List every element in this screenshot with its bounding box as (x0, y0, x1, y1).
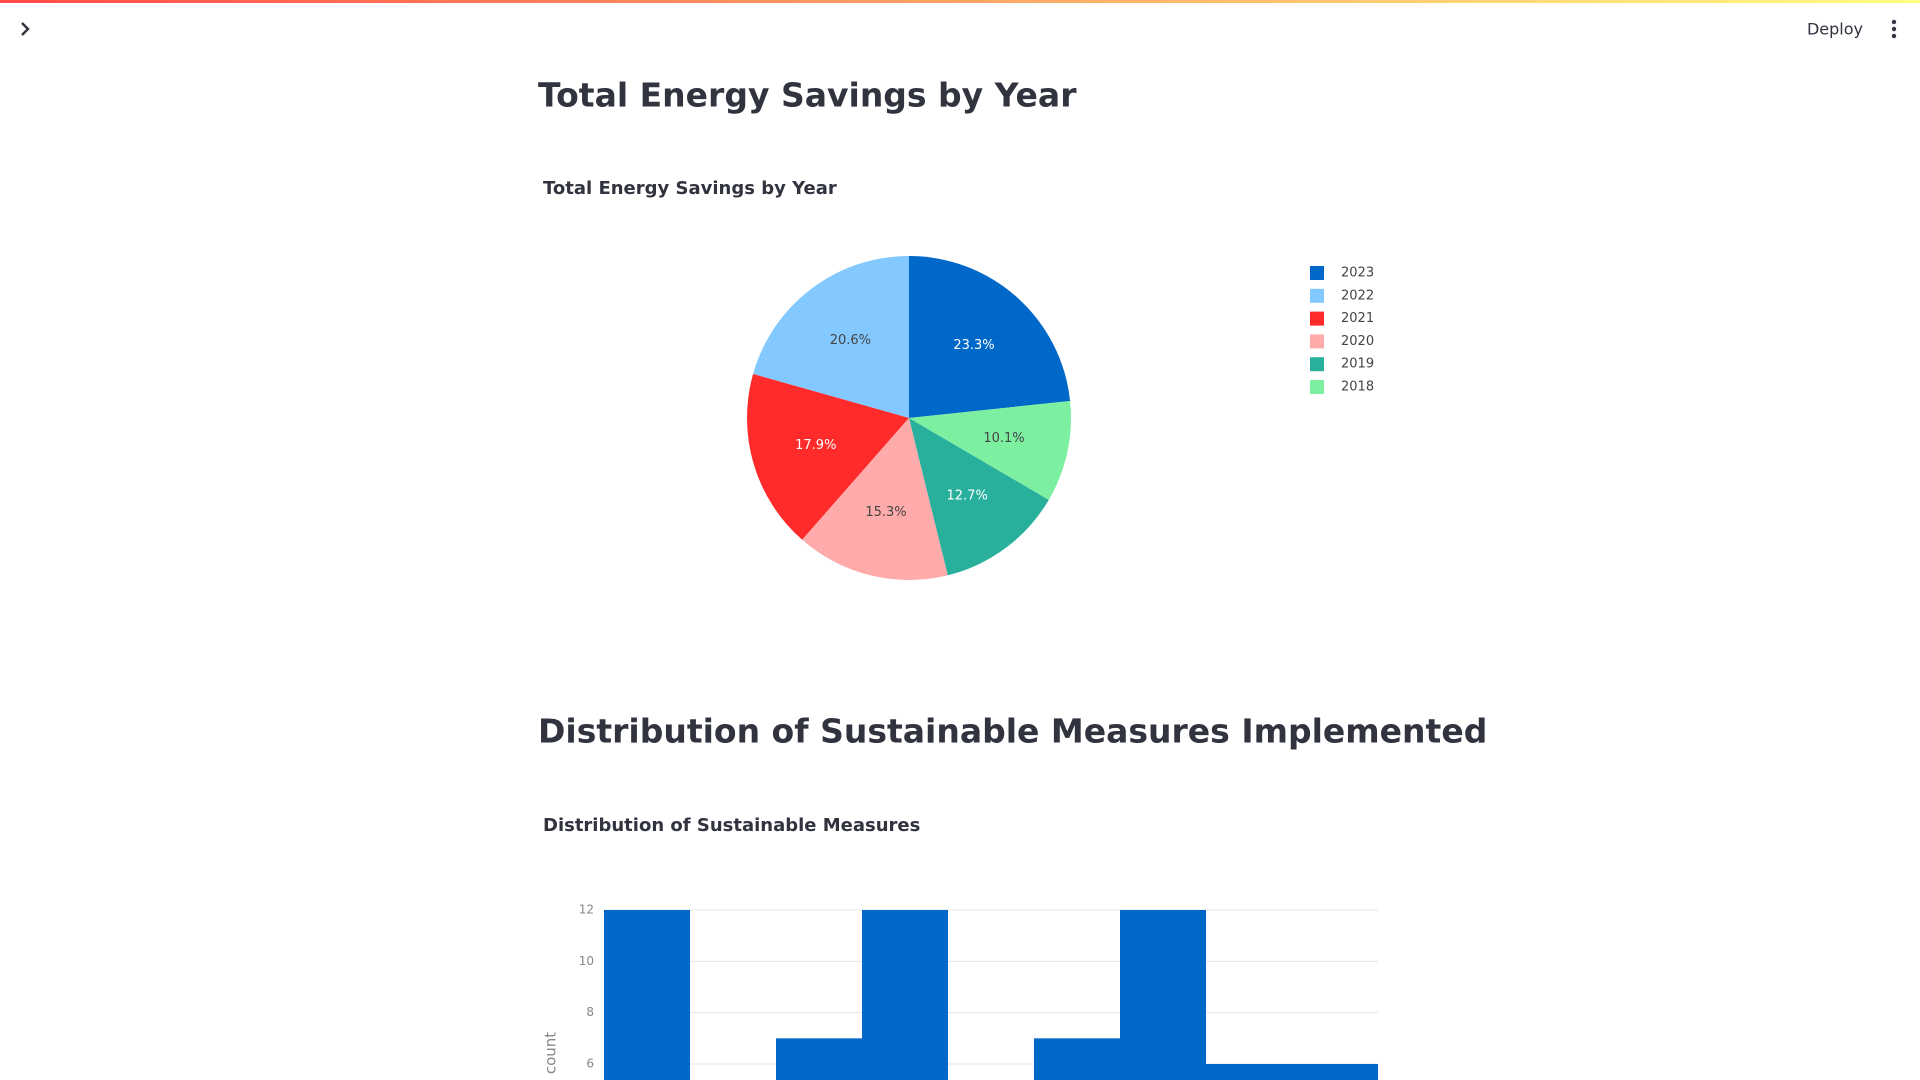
main-menu[interactable] (1891, 19, 1897, 39)
legend-label: 2021 (1341, 311, 1374, 326)
chart-title: Total Energy Savings by Year (543, 178, 837, 199)
histogram-bar (604, 910, 690, 1080)
pie-slice (747, 373, 909, 540)
y-tick-label: 8 (586, 1005, 594, 1019)
legend-label: 2019 (1341, 357, 1374, 372)
y-axis-title: count (542, 1032, 560, 1074)
legend-swatch (1310, 311, 1324, 326)
pie-slice (802, 418, 948, 580)
legend-label: 2022 (1341, 288, 1374, 303)
histogram-bar (862, 910, 948, 1080)
histogram-bar (1292, 1064, 1378, 1080)
legend-swatch (1310, 288, 1324, 303)
deploy-button[interactable]: Deploy (1807, 20, 1863, 39)
slice-label: 17.9% (795, 438, 836, 453)
histogram-bar (1034, 1038, 1120, 1080)
legend-swatch (1310, 380, 1324, 394)
slice-label: 20.6% (830, 333, 871, 348)
legend-label: 2023 (1341, 266, 1374, 281)
heading: Distribution of Sustainable Measures Imp… (538, 712, 1487, 751)
pie-slice (909, 400, 1071, 500)
histogram-bar (776, 1038, 862, 1080)
pie-slice (909, 256, 1071, 418)
slice-label: 23.3% (953, 338, 994, 353)
legend-swatch (1310, 357, 1324, 372)
slice-label: 12.7% (947, 488, 988, 503)
legend-label: 2020 (1341, 334, 1374, 349)
chart-title: Distribution of Sustainable Measures (543, 815, 920, 836)
top-decoration (0, 0, 1920, 3)
y-tick-label: 12 (579, 903, 594, 917)
legend-swatch (1310, 334, 1324, 349)
y-tick-label: 6 (586, 1057, 594, 1071)
pie-slice (909, 418, 1049, 576)
legend-swatch (1310, 266, 1324, 280)
histogram-bar (1120, 910, 1206, 1080)
histogram-bar (1206, 1064, 1292, 1080)
slice-label: 10.1% (983, 431, 1024, 446)
sidebar-toggle[interactable] (21, 22, 30, 36)
heading: Total Energy Savings by Year (538, 76, 1077, 115)
legend-label: 2018 (1341, 380, 1374, 395)
slice-label: 15.3% (865, 505, 906, 520)
pie-slice (753, 256, 909, 418)
y-tick-label: 10 (579, 954, 594, 968)
